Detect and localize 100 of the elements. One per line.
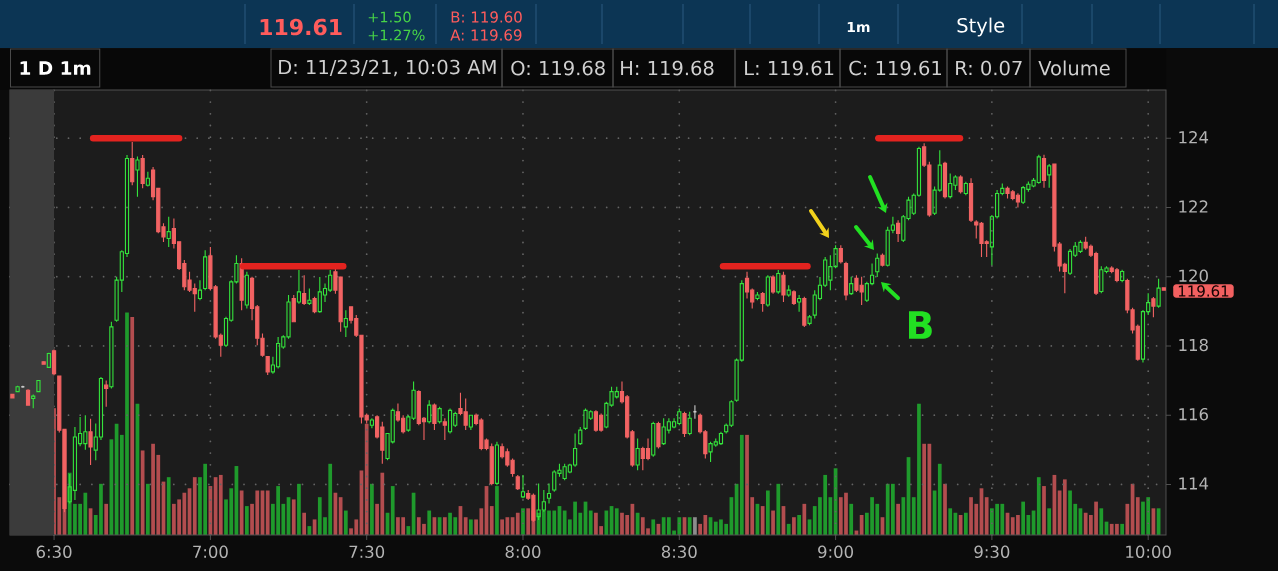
candlestick — [51, 350, 57, 376]
bar — [896, 503, 900, 535]
bar — [1036, 477, 1041, 535]
candlestick — [942, 161, 948, 199]
candlestick — [25, 389, 31, 406]
bar — [218, 474, 223, 535]
candlestick — [770, 274, 776, 295]
candlestick — [843, 261, 849, 301]
bar — [297, 483, 301, 535]
candlestick — [1041, 154, 1047, 189]
candlestick — [875, 252, 880, 278]
bar — [943, 483, 947, 535]
bar — [390, 486, 395, 535]
bar — [614, 508, 619, 535]
bar — [604, 510, 609, 535]
candlestick — [468, 414, 473, 431]
bar — [1125, 503, 1130, 535]
text: R: 0.07 — [956, 60, 1022, 76]
bar — [244, 506, 249, 535]
bar — [338, 497, 343, 535]
bar — [760, 506, 765, 535]
bar — [651, 519, 656, 535]
bar — [140, 450, 145, 535]
bar — [489, 506, 494, 535]
chart-title: 1 D 1m — [20, 61, 91, 75]
candlestick — [369, 417, 375, 429]
y-tick-label: 118 — [1179, 338, 1208, 352]
candlestick — [302, 274, 307, 306]
bar — [792, 517, 796, 535]
candlestick — [692, 404, 698, 420]
bar — [984, 497, 989, 535]
bar — [771, 510, 775, 535]
bar — [687, 517, 692, 535]
bar — [797, 514, 801, 535]
bar — [937, 463, 942, 535]
candlestick — [72, 426, 78, 501]
candlestick — [145, 171, 150, 186]
text: +1.50 — [368, 11, 411, 23]
y-tick-label: 122 — [1179, 200, 1208, 213]
candlestick — [130, 141, 135, 186]
bar — [901, 497, 906, 535]
bar — [1042, 486, 1046, 535]
bar — [1099, 508, 1104, 535]
candlestick — [896, 219, 901, 243]
bar — [1021, 501, 1026, 535]
candlestick — [244, 271, 249, 310]
bar — [469, 519, 473, 535]
text: +1.27% — [368, 29, 425, 41]
bar — [343, 510, 348, 535]
text: H: 119.68 — [621, 60, 714, 76]
candlestick — [104, 380, 109, 408]
text: L: 119.61 — [745, 60, 834, 76]
text: Style — [957, 17, 1005, 37]
candlestick — [593, 411, 599, 433]
text: 1m — [847, 21, 870, 33]
x-tick-label: 7:30 — [349, 545, 385, 559]
x-tick-label: 9:00 — [818, 545, 853, 559]
bar — [948, 508, 953, 535]
text: B: 119.60 — [451, 11, 522, 23]
bar — [922, 443, 927, 535]
bar — [1047, 508, 1052, 535]
candlestick — [520, 474, 526, 498]
text: C: 119.61 — [849, 60, 941, 76]
bar — [239, 490, 244, 535]
bar — [526, 508, 531, 535]
x-tick-label: 8:00 — [505, 545, 541, 559]
candlestick — [1114, 267, 1120, 283]
candlestick — [197, 279, 203, 301]
bar — [427, 510, 432, 535]
bar — [370, 483, 374, 535]
bar — [291, 499, 296, 535]
bar — [495, 486, 499, 535]
chart-title: Volume — [1038, 60, 1110, 76]
candlestick — [442, 417, 447, 441]
candlestick — [447, 408, 453, 435]
candlestick — [494, 441, 500, 486]
text: D: 11/23/21, 10:03 AM — [279, 59, 496, 77]
bar — [406, 526, 411, 535]
text: A: 119.69 — [450, 29, 522, 41]
candlestick — [791, 289, 797, 306]
candlestick — [797, 294, 802, 313]
bar — [521, 508, 525, 535]
candlestick — [296, 269, 302, 305]
candlestick — [1067, 248, 1073, 276]
text: O: 119.68 — [511, 60, 605, 76]
bar — [166, 477, 171, 535]
y-tick-label: 114 — [1179, 477, 1209, 490]
candlestick — [343, 309, 348, 338]
candlestick — [744, 271, 750, 300]
bar — [1062, 479, 1067, 535]
text: 119.61 — [1178, 285, 1229, 297]
bar — [693, 517, 697, 535]
x-tick-label: 9:30 — [974, 545, 1010, 559]
bar — [765, 490, 770, 535]
candlestick — [1120, 269, 1125, 283]
candlestick — [88, 418, 93, 466]
y-tick-label: 124 — [1179, 131, 1209, 144]
candlestick — [166, 216, 171, 248]
x-tick-label: 7:00 — [193, 545, 228, 559]
annotation: B — [909, 311, 932, 339]
